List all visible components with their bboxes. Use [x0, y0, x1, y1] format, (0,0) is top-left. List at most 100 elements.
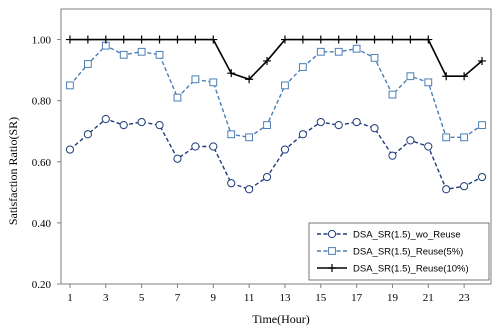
legend-entry: DSA_SR(1.5)_Reuse(5%)	[317, 247, 463, 258]
data-point	[209, 142, 218, 151]
legend-marker	[328, 264, 336, 272]
x-tick-label: 1	[67, 292, 73, 304]
data-point	[173, 35, 182, 44]
x-tick-label: 19	[387, 292, 399, 304]
data-point	[424, 78, 433, 87]
data-point	[406, 72, 415, 81]
legend-label: DSA_SR(1.5)_Reuse(5%)	[353, 247, 463, 258]
data-point	[191, 142, 200, 151]
legend-entry: DSA_SR(1.5)_wo_Reuse	[317, 230, 461, 241]
y-axis-title: Satisfaction Ratio(SR)	[6, 117, 20, 225]
series-2	[66, 41, 486, 142]
data-point	[424, 35, 433, 44]
data-point	[442, 185, 451, 194]
x-tick-label: 17	[351, 292, 363, 304]
x-tick-label: 5	[139, 292, 145, 304]
data-point	[155, 35, 164, 44]
y-tick-label: 0.80	[32, 96, 52, 108]
data-point	[460, 72, 469, 81]
data-point	[173, 93, 182, 102]
legend-marker	[327, 229, 337, 239]
x-axis-title: Time(Hour)	[252, 312, 310, 326]
data-point	[245, 133, 254, 142]
legend-entry: DSA_SR(1.5)_Reuse(10%)	[317, 264, 469, 275]
data-point	[316, 117, 325, 127]
data-point	[460, 182, 469, 191]
data-point	[262, 172, 272, 182]
data-point	[155, 50, 164, 59]
data-point	[281, 81, 289, 90]
data-point	[227, 179, 236, 188]
data-point	[406, 136, 415, 145]
data-point	[352, 117, 361, 127]
data-point	[83, 35, 92, 44]
data-point	[424, 142, 433, 151]
data-point	[191, 75, 200, 84]
data-point	[478, 121, 486, 130]
data-point	[388, 90, 397, 99]
legend-marker	[328, 247, 336, 255]
data-point	[191, 35, 200, 44]
data-point	[352, 35, 361, 44]
data-point	[155, 121, 164, 130]
legend-label: DSA_SR(1.5)_wo_Reuse	[353, 230, 461, 241]
series-3	[65, 35, 487, 84]
x-tick-label: 21	[423, 292, 434, 304]
data-point	[478, 56, 487, 65]
data-point	[370, 35, 379, 44]
data-point	[227, 69, 236, 78]
data-point	[280, 35, 289, 44]
data-point	[66, 81, 74, 90]
data-point	[101, 35, 110, 44]
x-tick-label: 23	[459, 292, 471, 304]
data-point	[334, 47, 343, 56]
data-point	[119, 50, 128, 59]
data-point	[316, 35, 325, 44]
data-point	[137, 35, 146, 44]
series-1	[65, 114, 487, 194]
data-point	[370, 53, 379, 62]
data-point	[334, 35, 343, 44]
data-point	[245, 75, 254, 84]
data-point	[137, 117, 146, 127]
data-point	[83, 60, 92, 68]
x-tick-label: 11	[244, 292, 255, 304]
data-point	[352, 44, 361, 53]
data-point	[101, 114, 110, 124]
data-point	[298, 63, 307, 71]
x-tick-label: 9	[211, 292, 217, 304]
data-point	[209, 78, 218, 87]
data-point	[83, 130, 92, 139]
data-point	[442, 133, 451, 142]
data-point	[316, 47, 325, 56]
x-tick-label: 7	[175, 292, 181, 304]
data-point	[388, 151, 397, 160]
data-point	[173, 154, 182, 163]
data-point	[280, 145, 290, 154]
y-tick-label: 1.00	[32, 35, 52, 47]
data-point	[477, 172, 487, 182]
x-tick-label: 15	[315, 292, 327, 304]
data-point	[65, 145, 75, 154]
x-tick-label: 3	[103, 292, 109, 304]
data-point	[137, 47, 146, 56]
data-point	[442, 72, 451, 81]
legend-label: DSA_SR(1.5)_Reuse(10%)	[353, 264, 469, 275]
data-point	[388, 35, 397, 44]
data-point	[245, 185, 254, 194]
y-tick-label: 0.40	[32, 218, 52, 230]
data-point	[209, 35, 218, 44]
data-point	[334, 121, 343, 130]
data-point	[263, 56, 272, 65]
data-point	[119, 35, 128, 44]
data-point	[119, 121, 128, 130]
data-point	[65, 35, 74, 44]
y-tick-label: 0.60	[32, 157, 52, 169]
data-point	[406, 35, 415, 44]
data-point	[460, 133, 469, 142]
y-tick-label: 0.20	[32, 279, 52, 291]
x-tick-label: 13	[279, 292, 291, 304]
data-point	[298, 130, 307, 139]
data-point	[298, 35, 307, 44]
